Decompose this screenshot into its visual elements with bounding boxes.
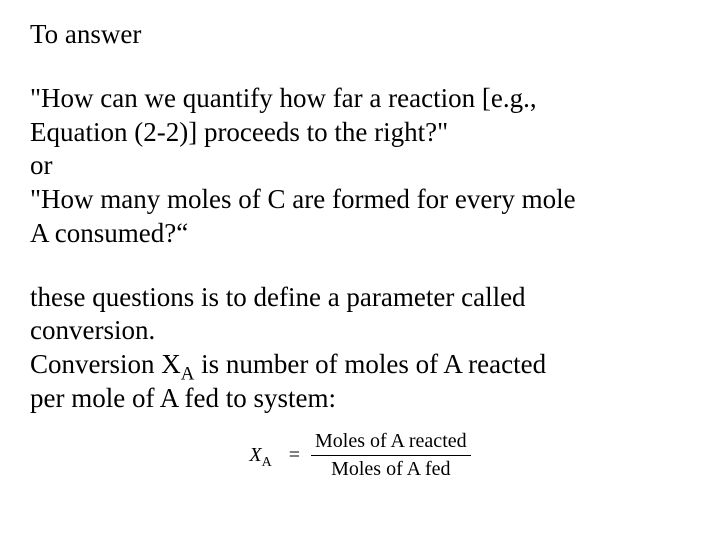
or-line: or	[30, 149, 690, 183]
spacer	[30, 251, 690, 281]
para-4-rest: is number of moles of A reacted	[194, 349, 546, 379]
formula-numerator: Moles of A reacted	[311, 430, 471, 456]
intro-line: To answer	[30, 18, 690, 52]
formula-lhs: XA	[249, 444, 271, 467]
para-4-line-2: per mole of A fed to system:	[30, 382, 690, 416]
formula-subscript: A	[262, 455, 272, 470]
para-4-line-1: Conversion XA is number of moles of A re…	[30, 348, 690, 382]
document-page: To answer "How can we quantify how far a…	[0, 0, 720, 481]
equals-sign: =	[289, 444, 300, 467]
para-3-line-1: these questions is to define a parameter…	[30, 281, 690, 315]
quote-1-line-2: Equation (2-2)] proceeds to the right?"	[30, 116, 690, 150]
conversion-formula: XA = Moles of A reacted Moles of A fed	[249, 430, 470, 481]
formula-fraction: Moles of A reacted Moles of A fed	[311, 430, 471, 481]
formula-block: XA = Moles of A reacted Moles of A fed	[30, 430, 690, 481]
spacer	[30, 52, 690, 82]
quote-2-line-1: "How many moles of C are formed for ever…	[30, 183, 690, 217]
para-4-prefix: Conversion X	[30, 349, 181, 379]
quote-2-line-2: A consumed?“	[30, 217, 690, 251]
formula-denominator: Moles of A fed	[311, 456, 471, 481]
para-3-line-2: conversion.	[30, 314, 690, 348]
formula-symbol: X	[249, 444, 261, 466]
quote-1-line-1: "How can we quantify how far a reaction …	[30, 82, 690, 116]
